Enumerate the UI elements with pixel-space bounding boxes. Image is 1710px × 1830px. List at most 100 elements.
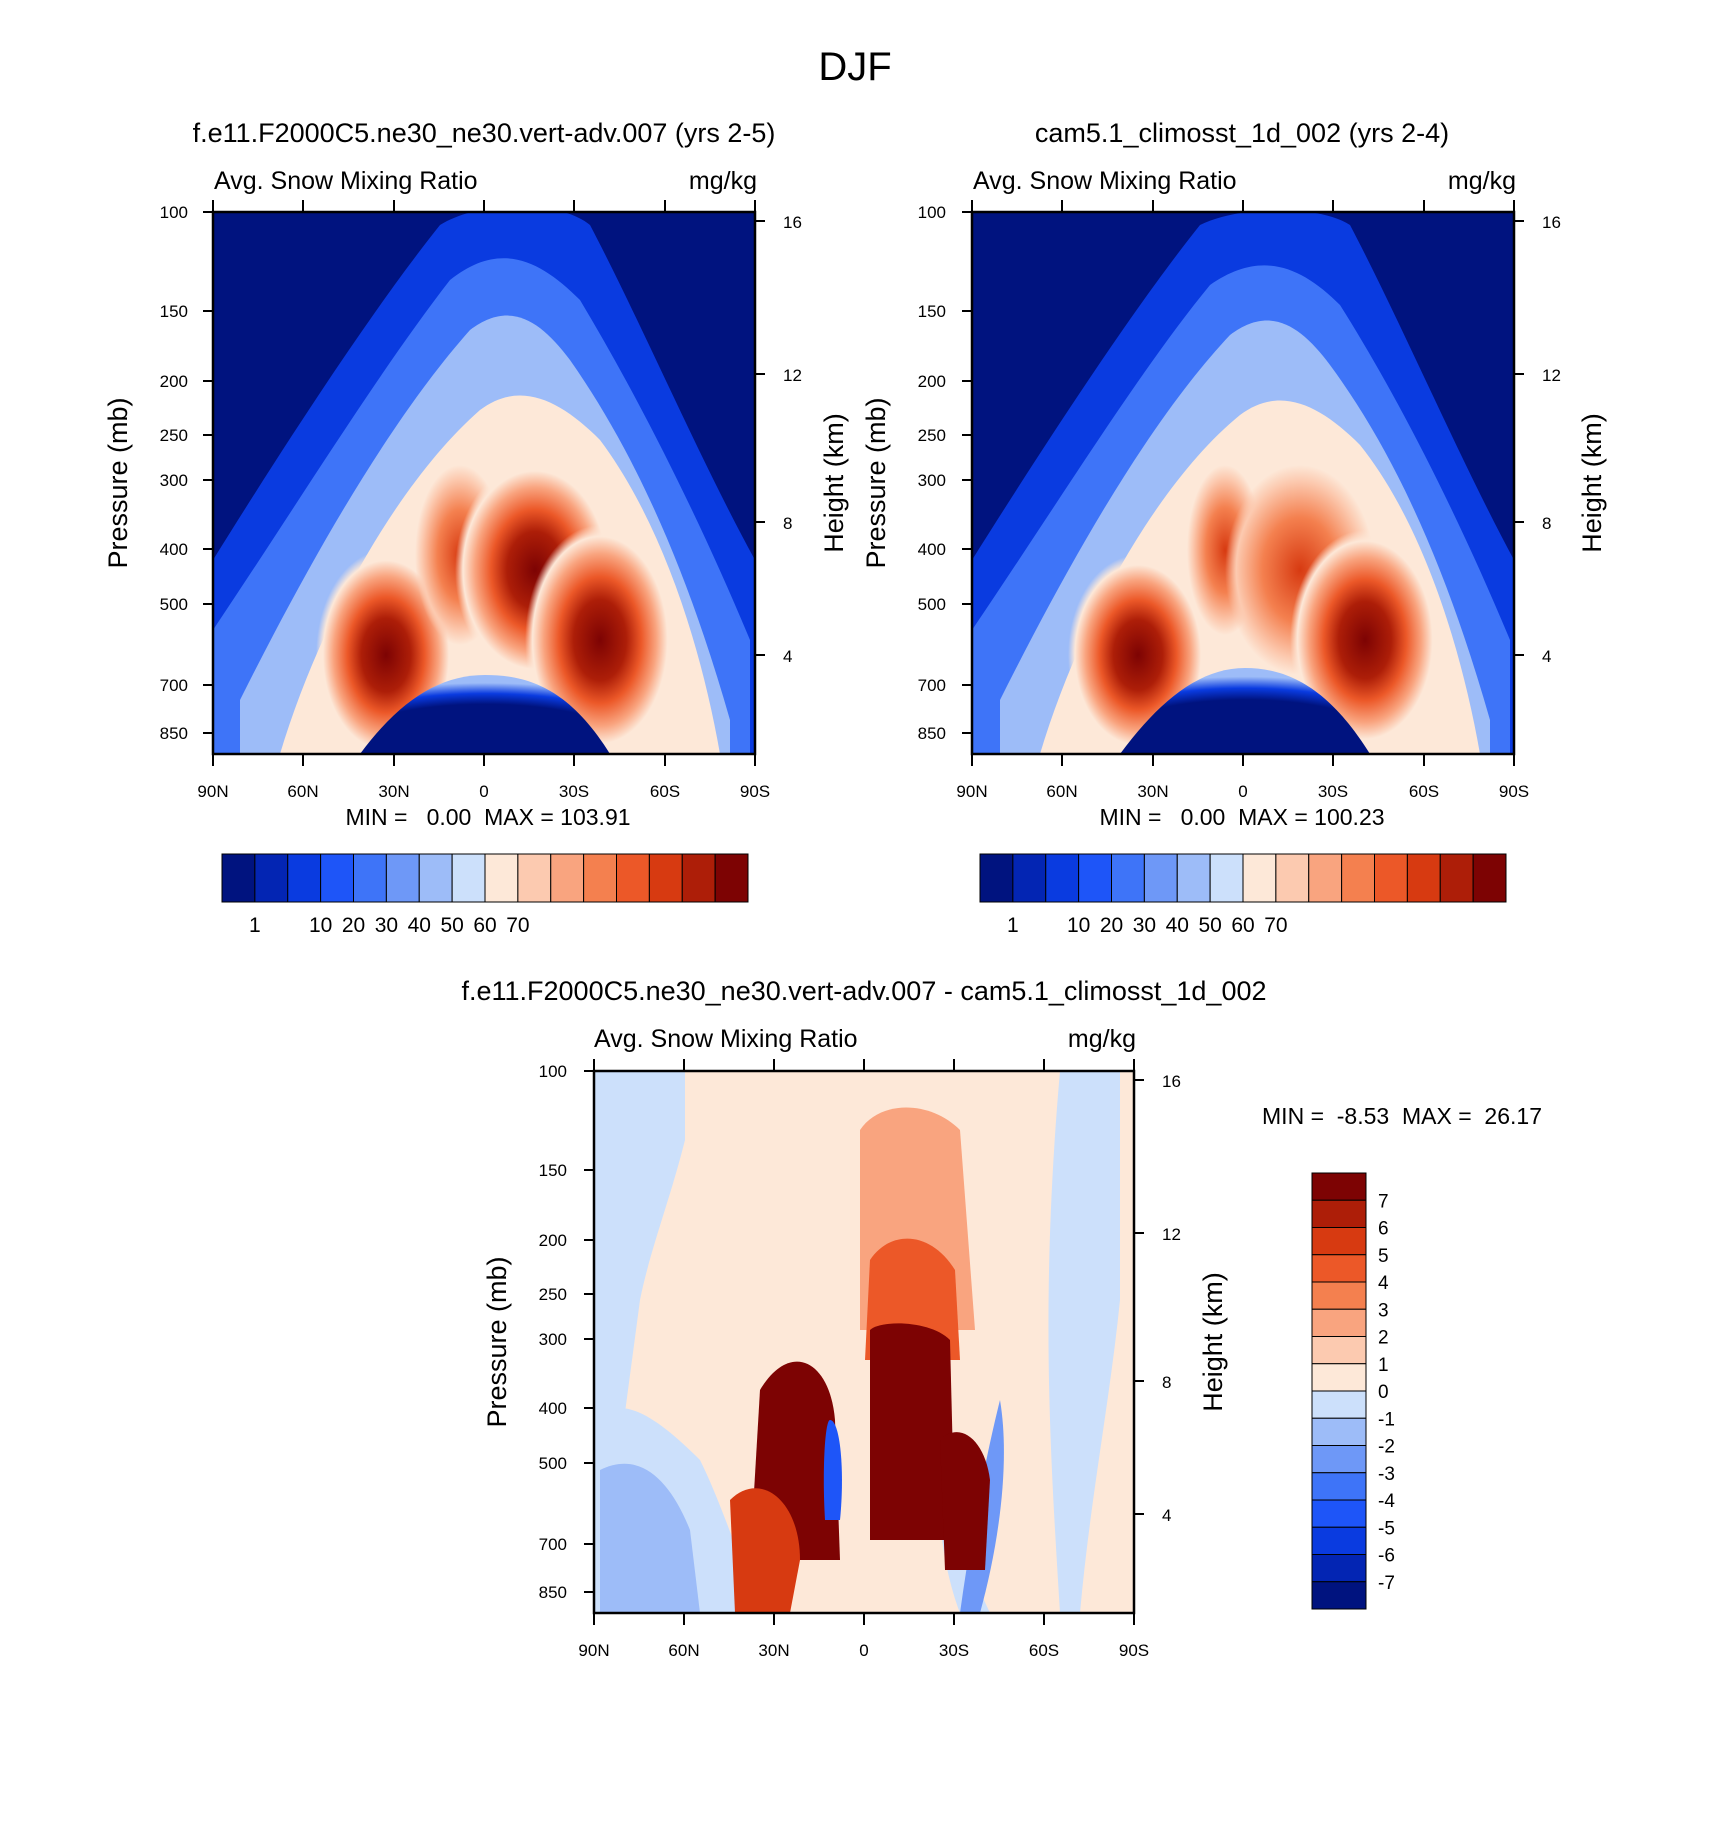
panel-c-colorbar-swatch bbox=[1312, 1337, 1366, 1364]
panel-b-colorbar-swatch bbox=[1375, 854, 1408, 902]
panel-c-colorbar-label: -4 bbox=[1378, 1491, 1395, 1512]
panel-a-units-label: mg/kg bbox=[689, 167, 757, 195]
figure: DJF f.e11.F2000C5.ne30_ne30.vert-adv.007… bbox=[0, 0, 1710, 1830]
panel-a-ytick-label: 400 bbox=[160, 540, 188, 559]
panel-b-colorbar-swatch bbox=[1210, 854, 1243, 902]
panel-b-units-label: mg/kg bbox=[1448, 167, 1516, 195]
figure-title: DJF bbox=[818, 45, 891, 89]
panel-b-ytick-label: 700 bbox=[918, 676, 946, 695]
panel-c-colorbar-label: -1 bbox=[1378, 1409, 1395, 1430]
panel-c-ytick-label: 250 bbox=[539, 1285, 567, 1304]
panel-a-colorbar-swatch bbox=[354, 854, 387, 902]
panel-c-ytick-label: 400 bbox=[539, 1399, 567, 1418]
panel-a-height-tick-label: 16 bbox=[783, 213, 802, 232]
panel-b-ytick-label: 500 bbox=[918, 595, 946, 614]
panel-a-colorbar-swatch bbox=[649, 854, 682, 902]
panel-b-ytick-label: 200 bbox=[918, 372, 946, 391]
panel-c-xtick-label: 0 bbox=[859, 1641, 868, 1660]
panel-b-title: cam5.1_climosst_1d_002 (yrs 2-4) bbox=[1035, 118, 1449, 148]
panel-b-ytick-label: 250 bbox=[918, 426, 946, 445]
panel-a-xtick-label: 90S bbox=[740, 782, 770, 801]
panel-a: f.e11.F2000C5.ne30_ne30.vert-adv.007 (yr… bbox=[103, 118, 849, 937]
panel-b-height-tick-label: 12 bbox=[1542, 366, 1561, 385]
panel-b-colorbar-label: 70 bbox=[1264, 914, 1287, 937]
panel-b-xtick-label: 90S bbox=[1499, 782, 1529, 801]
panel-c-height-tick-label: 12 bbox=[1162, 1225, 1181, 1244]
panel-b-colorbar-swatch bbox=[1013, 854, 1046, 902]
panel-b-colorbar-swatch bbox=[1473, 854, 1506, 902]
panel-a-colorbar-swatch bbox=[617, 854, 650, 902]
panel-c-plot-area bbox=[594, 1071, 1134, 1613]
panel-c-colorbar-swatch bbox=[1312, 1200, 1366, 1227]
panel-c-xtick-label: 30N bbox=[758, 1641, 789, 1660]
panel-b-colorbar-swatch bbox=[1079, 854, 1112, 902]
panel-a-colorbar-label: 50 bbox=[440, 914, 463, 937]
panel-b-xtick-label: 30S bbox=[1318, 782, 1348, 801]
panel-b-height-tick-label: 8 bbox=[1542, 514, 1551, 533]
panel-c-colorbar-swatch bbox=[1312, 1527, 1366, 1554]
panel-c-ytick-label: 500 bbox=[539, 1454, 567, 1473]
panel-b-colorbar-swatch bbox=[1112, 854, 1145, 902]
panel-a-colorbar-swatch bbox=[321, 854, 354, 902]
panel-c-colorbar-label: -7 bbox=[1378, 1573, 1395, 1594]
panel-c-colorbar-swatch bbox=[1312, 1282, 1366, 1309]
panel-c-xtick-label: 60S bbox=[1029, 1641, 1059, 1660]
panel-a-ytick-label: 500 bbox=[160, 595, 188, 614]
panel-c-colorbar-swatch bbox=[1312, 1228, 1366, 1255]
panel-c-ylabel-right: Height (km) bbox=[1198, 1272, 1228, 1412]
panel-c-xtick-label: 90S bbox=[1119, 1641, 1149, 1660]
panel-c-ytick-label: 150 bbox=[539, 1161, 567, 1180]
panel-c-left-label: Avg. Snow Mixing Ratio bbox=[594, 1025, 858, 1053]
panel-a-xtick-label: 30N bbox=[378, 782, 409, 801]
panel-a-xtick-label: 60N bbox=[287, 782, 318, 801]
panel-c-colorbar-label: 5 bbox=[1378, 1246, 1389, 1267]
panel-b-ytick-label: 300 bbox=[918, 471, 946, 490]
panel-a-colorbar-label: 30 bbox=[375, 914, 398, 937]
panel-b: cam5.1_climosst_1d_002 (yrs 2-4) Avg. Sn… bbox=[861, 118, 1607, 937]
panel-a-xtick-label: 0 bbox=[479, 782, 488, 801]
panel-c: f.e11.F2000C5.ne30_ne30.vert-adv.007 - c… bbox=[461, 976, 1542, 1660]
panel-c-ytick-label: 700 bbox=[539, 1535, 567, 1554]
panel-c-ytick-label: 850 bbox=[539, 1583, 567, 1602]
panel-c-colorbar-label: 6 bbox=[1378, 1219, 1389, 1240]
panel-a-colorbar-swatch bbox=[682, 854, 715, 902]
panel-b-ylabel-right: Height (km) bbox=[1577, 413, 1607, 553]
panel-a-ytick-label: 250 bbox=[160, 426, 188, 445]
panel-c-height-tick-label: 16 bbox=[1162, 1072, 1181, 1091]
panel-b-height-tick-label: 16 bbox=[1542, 213, 1561, 232]
panel-c-colorbar-swatch bbox=[1312, 1255, 1366, 1282]
panel-a-colorbar-label: 20 bbox=[342, 914, 365, 937]
panel-a-colorbar-swatch bbox=[485, 854, 518, 902]
panel-a-ylabel-right: Height (km) bbox=[819, 413, 849, 553]
panel-c-colorbar-label: 2 bbox=[1378, 1328, 1389, 1349]
panel-b-colorbar-label: 50 bbox=[1198, 914, 1221, 937]
panel-a-colorbar-label: 1 bbox=[249, 914, 261, 937]
panel-b-colorbar-swatch bbox=[1177, 854, 1210, 902]
panel-b-ytick-label: 400 bbox=[918, 540, 946, 559]
panel-b-left-label: Avg. Snow Mixing Ratio bbox=[973, 167, 1237, 195]
panel-a-colorbar-swatch bbox=[288, 854, 321, 902]
panel-c-xtick-label: 60N bbox=[668, 1641, 699, 1660]
panel-b-xtick-label: 90N bbox=[956, 782, 987, 801]
panel-b-colorbar-swatch bbox=[1243, 854, 1276, 902]
panel-a-colorbar-swatch bbox=[255, 854, 288, 902]
panel-a-colorbar-label: 70 bbox=[506, 914, 529, 937]
panel-c-colorbar-label: -2 bbox=[1378, 1437, 1395, 1458]
panel-c-colorbar-label: -5 bbox=[1378, 1518, 1395, 1539]
panel-c-height-tick-label: 8 bbox=[1162, 1373, 1171, 1392]
panel-b-colorbar-label: 10 bbox=[1067, 914, 1090, 937]
panel-c-xtick-label: 30S bbox=[939, 1641, 969, 1660]
panel-b-colorbar-swatch bbox=[1276, 854, 1309, 902]
panel-c-colorbar-swatch bbox=[1312, 1173, 1366, 1200]
panel-b-xtick-label: 60S bbox=[1409, 782, 1439, 801]
panel-b-xtick-label: 60N bbox=[1046, 782, 1077, 801]
panel-b-colorbar-swatch bbox=[980, 854, 1013, 902]
panel-a-xtick-label: 30S bbox=[559, 782, 589, 801]
panel-b-colorbar-swatch bbox=[1342, 854, 1375, 902]
panel-a-colorbar-swatch bbox=[222, 854, 255, 902]
panel-b-ytick-label: 100 bbox=[918, 203, 946, 222]
panel-a-title: f.e11.F2000C5.ne30_ne30.vert-adv.007 (yr… bbox=[193, 118, 776, 148]
panel-b-plot-area bbox=[972, 210, 1514, 755]
panel-b-ytick-label: 850 bbox=[918, 724, 946, 743]
panel-a-colorbar-swatch bbox=[452, 854, 485, 902]
